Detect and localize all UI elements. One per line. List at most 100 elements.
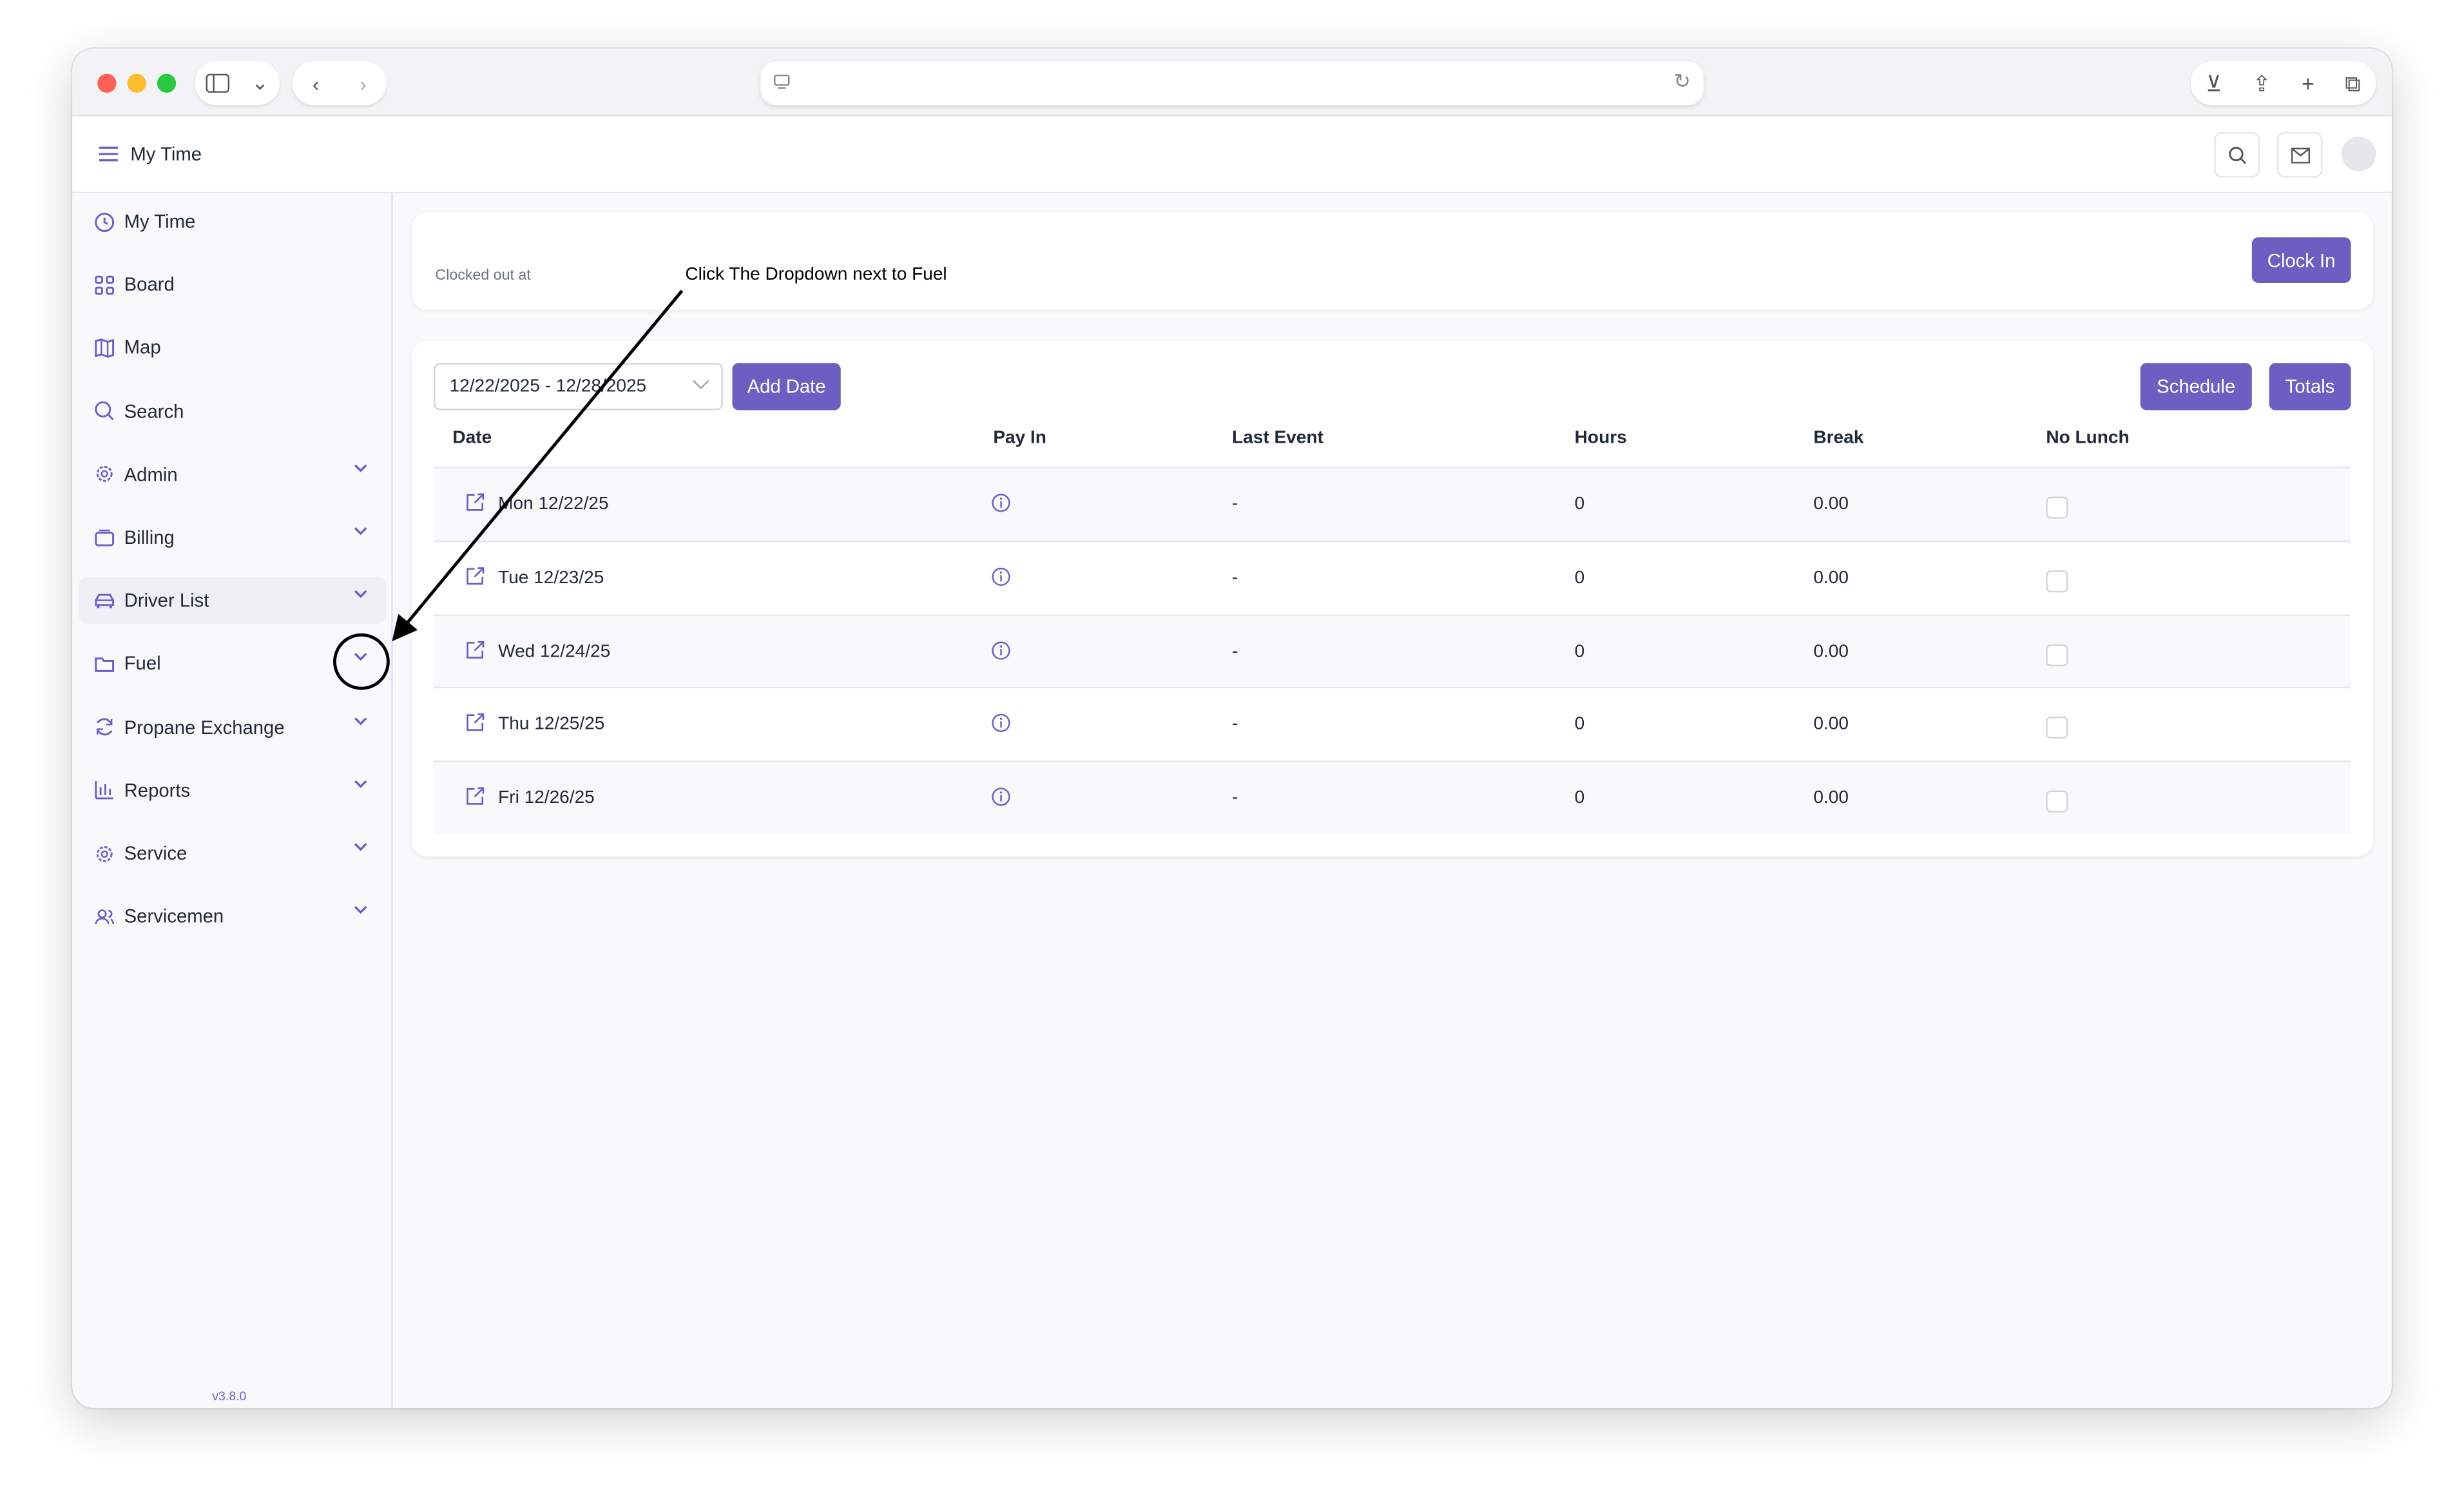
sidebar-item-label: My Time bbox=[124, 210, 196, 233]
forward-icon[interactable]: › bbox=[360, 71, 367, 95]
clock-icon bbox=[94, 211, 115, 232]
chevron-down-icon[interactable] bbox=[354, 779, 368, 789]
last-event-cell: - bbox=[1232, 789, 1238, 809]
last-event-cell: - bbox=[1232, 568, 1238, 588]
chevron-down-icon[interactable] bbox=[354, 526, 368, 536]
clock-status: Clocked out at bbox=[435, 267, 531, 285]
sidebar-item-fuel[interactable]: Fuel bbox=[79, 641, 387, 688]
column-header-pay-in: Pay In bbox=[993, 429, 1046, 448]
address-bar[interactable]: ↻ bbox=[760, 61, 1704, 106]
chevron-down-icon[interactable] bbox=[354, 590, 368, 599]
break-cell: 0.00 bbox=[1813, 789, 1849, 809]
browser-titlebar: ⌄ ‹ › ↻ ⊻ ⇪ + ⧉ bbox=[72, 48, 2392, 117]
sidebar-item-my-time[interactable]: My Time bbox=[79, 198, 387, 245]
version-label: v3.8.0 bbox=[212, 1389, 247, 1403]
sidebar-item-reports[interactable]: Reports bbox=[79, 767, 387, 814]
download-icon[interactable]: ⊻ bbox=[2206, 70, 2222, 95]
close-window-button[interactable] bbox=[97, 73, 117, 93]
no-lunch-checkbox[interactable] bbox=[2046, 643, 2068, 666]
bar-chart-icon bbox=[94, 780, 115, 800]
reload-icon[interactable]: ↻ bbox=[1673, 69, 1691, 93]
folder-icon bbox=[94, 653, 115, 674]
no-lunch-checkbox[interactable] bbox=[2046, 570, 2068, 592]
maximize-window-button[interactable] bbox=[157, 73, 177, 93]
last-event-cell: - bbox=[1232, 495, 1238, 514]
sidebar-item-map[interactable]: Map bbox=[79, 324, 387, 371]
date-range-value: 12/22/2025 - 12/28/2025 bbox=[449, 377, 647, 396]
table-row: Tue 12/23/25 - 0 0.00 bbox=[434, 540, 2351, 614]
search-icon bbox=[94, 401, 115, 421]
share-icon[interactable]: ⇪ bbox=[2252, 70, 2271, 95]
sidebar-item-board[interactable]: Board bbox=[79, 261, 387, 308]
grid-icon bbox=[94, 275, 115, 295]
add-date-button[interactable]: Add Date bbox=[732, 363, 841, 410]
info-icon[interactable] bbox=[992, 787, 1010, 807]
sidebar-item-service[interactable]: Service bbox=[79, 830, 387, 877]
column-header-no-lunch: No Lunch bbox=[2046, 429, 2130, 448]
clock-in-button[interactable]: Clock In bbox=[2251, 237, 2351, 283]
hours-cell: 0 bbox=[1574, 495, 1585, 514]
info-icon[interactable] bbox=[992, 494, 1010, 512]
gear-icon bbox=[94, 843, 115, 863]
sidebar-icon bbox=[206, 73, 230, 93]
date-cell: Mon 12/22/25 bbox=[498, 495, 609, 514]
sidebar-item-label: Driver List bbox=[124, 590, 209, 612]
chevron-down-icon[interactable] bbox=[354, 463, 368, 473]
edit-icon[interactable] bbox=[465, 565, 486, 586]
no-lunch-checkbox[interactable] bbox=[2046, 496, 2068, 519]
sidebar-item-billing[interactable]: Billing bbox=[79, 514, 387, 561]
sidebar-item-label: Reports bbox=[124, 779, 191, 802]
sidebar-toggle-button[interactable]: ⌄ bbox=[195, 61, 280, 106]
sidebar-item-label: Board bbox=[124, 273, 175, 296]
info-icon[interactable] bbox=[992, 641, 1010, 659]
hours-cell: 0 bbox=[1574, 568, 1585, 588]
date-cell: Thu 12/25/25 bbox=[498, 715, 605, 735]
schedule-button[interactable]: Schedule bbox=[2140, 363, 2252, 410]
sidebar-item-label: Admin bbox=[124, 463, 178, 486]
info-icon[interactable] bbox=[992, 714, 1010, 733]
sidebar-item-admin[interactable]: Admin bbox=[79, 450, 387, 497]
column-header-break: Break bbox=[1813, 429, 1864, 448]
back-icon[interactable]: ‹ bbox=[312, 71, 320, 95]
timesheet-card: 12/22/2025 - 12/28/2025 Add Date Schedul… bbox=[411, 341, 2373, 857]
users-icon bbox=[94, 906, 115, 927]
table-row: Fri 12/26/25 - 0 0.00 bbox=[434, 760, 2351, 835]
column-header-hours: Hours bbox=[1574, 429, 1627, 448]
edit-icon[interactable] bbox=[465, 639, 486, 660]
sidebar-item-driver-list[interactable]: Driver List bbox=[78, 577, 387, 624]
date-range-select[interactable]: 12/22/2025 - 12/28/2025 bbox=[434, 363, 723, 410]
sidebar-item-label: Propane Exchange bbox=[124, 716, 285, 738]
sidebar-item-label: Service bbox=[124, 842, 188, 865]
search-button[interactable] bbox=[2214, 131, 2260, 178]
car-icon bbox=[94, 590, 115, 611]
sidebar: v3.8.0 My Time Board Map Search Admin Billing… bbox=[72, 193, 393, 1409]
edit-icon[interactable] bbox=[465, 786, 486, 807]
sidebar-item-servicemen[interactable]: Servicemen bbox=[79, 893, 387, 940]
browser-actions: ⊻ ⇪ + ⧉ bbox=[2190, 61, 2376, 106]
new-tab-icon[interactable]: + bbox=[2301, 70, 2315, 96]
sidebar-item-search[interactable]: Search bbox=[79, 387, 387, 434]
mail-icon bbox=[2290, 147, 2309, 163]
sidebar-item-propane-exchange[interactable]: Propane Exchange bbox=[79, 704, 387, 751]
chevron-down-icon[interactable] bbox=[354, 905, 368, 915]
menu-icon[interactable] bbox=[99, 146, 118, 162]
avatar[interactable] bbox=[2341, 137, 2376, 171]
sidebar-item-label: Fuel bbox=[124, 653, 161, 675]
column-header-last-event: Last Event bbox=[1232, 429, 1323, 448]
wallet-icon bbox=[94, 527, 115, 548]
no-lunch-checkbox[interactable] bbox=[2046, 717, 2068, 740]
gear-icon bbox=[94, 464, 115, 485]
date-cell: Tue 12/23/25 bbox=[498, 568, 604, 588]
totals-button[interactable]: Totals bbox=[2269, 363, 2351, 410]
no-lunch-checkbox[interactable] bbox=[2046, 791, 2068, 813]
chevron-down-icon[interactable] bbox=[354, 842, 368, 852]
info-icon[interactable] bbox=[992, 567, 1010, 586]
chevron-down-icon[interactable] bbox=[354, 653, 368, 662]
chevron-down-icon[interactable] bbox=[354, 716, 368, 726]
minimize-window-button[interactable] bbox=[127, 73, 146, 93]
table-row: Thu 12/25/25 - 0 0.00 bbox=[434, 687, 2351, 762]
tabs-icon[interactable]: ⧉ bbox=[2345, 70, 2361, 95]
edit-icon[interactable] bbox=[465, 492, 486, 512]
messages-button[interactable] bbox=[2276, 131, 2323, 178]
edit-icon[interactable] bbox=[465, 713, 486, 733]
